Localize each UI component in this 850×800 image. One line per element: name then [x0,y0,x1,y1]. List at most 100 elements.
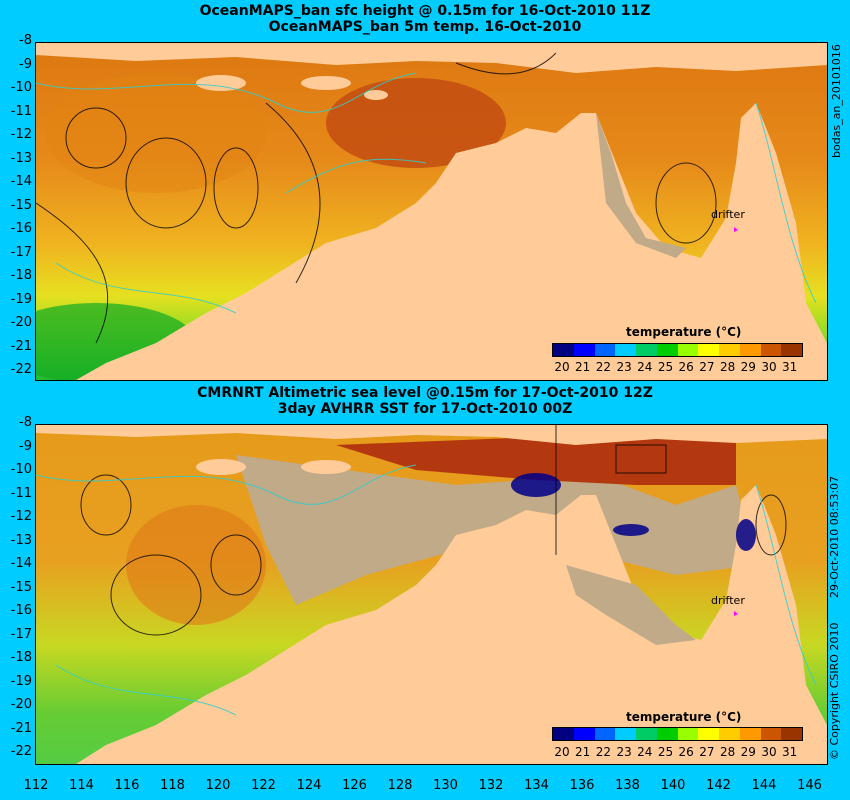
bottom-colorbar-tick: 25 [656,745,676,759]
bottom-y-tick: -20 [0,698,32,712]
top-y-tick: -12 [0,128,32,142]
top-colorbar-swatch [761,344,782,356]
top-colorbar-swatch [740,344,761,356]
top-colorbar-tick: 24 [635,360,655,374]
top-colorbar-tick: 29 [738,360,758,374]
top-colorbar-swatch [781,344,802,356]
bottom-colorbar-tick: 24 [635,745,655,759]
bottom-y-tick: -17 [0,628,32,642]
bottom-colorbar-swatch [657,728,678,740]
bottom-drifter-label: drifter [711,594,745,607]
bottom-y-tick: -14 [0,557,32,571]
bottom-y-tick: -12 [0,510,32,524]
top-side-label: bodas_an_20101016 [830,44,843,158]
x-tick: 116 [107,778,147,793]
bottom-colorbar-tick: 20 [552,745,572,759]
top-y-tick: -19 [0,293,32,307]
top-colorbar-tick: 26 [676,360,696,374]
top-y-tick: -21 [0,340,32,354]
top-y-tick: -8 [0,34,32,48]
bottom-title-line2: 3day AVHRR SST for 17-Oct-2010 00Z [0,401,850,417]
bottom-colorbar-swatch [553,728,574,740]
bottom-y-tick: -19 [0,675,32,689]
top-title-line2: OceanMAPS_ban 5m temp. 16-Oct-2010 [0,19,850,35]
top-drifter-label: drifter [711,208,745,221]
top-colorbar-swatch [615,344,636,356]
bottom-colorbar-tick: 23 [614,745,634,759]
x-tick: 130 [426,778,466,793]
bottom-colorbar [552,727,803,741]
top-colorbar-swatch [574,344,595,356]
top-y-tick: -22 [0,363,32,377]
x-tick: 140 [653,778,693,793]
top-colorbar-tick: 20 [552,360,572,374]
top-colorbar-swatch [698,344,719,356]
bottom-colorbar-swatch [761,728,782,740]
bottom-colorbar-tick: 27 [697,745,717,759]
top-colorbar-tick: 25 [656,360,676,374]
bottom-y-tick: -22 [0,745,32,759]
top-y-tick: -16 [0,222,32,236]
top-colorbar-tick: 28 [718,360,738,374]
bottom-colorbar-tick: 26 [676,745,696,759]
bottom-colorbar-swatch [615,728,636,740]
bottom-y-tick: -11 [0,487,32,501]
top-colorbar-tick: 30 [759,360,779,374]
bottom-colorbar-swatch [574,728,595,740]
top-y-tick: -13 [0,152,32,166]
top-colorbar-swatch [678,344,699,356]
x-tick: 114 [62,778,102,793]
x-tick: 146 [790,778,830,793]
x-tick: 138 [608,778,648,793]
x-tick: 124 [289,778,329,793]
top-colorbar-tick: 22 [593,360,613,374]
top-y-tick: -17 [0,246,32,260]
copyright-label: © Copyright CSIRO 2010 [828,623,841,760]
bottom-side-label: 29-Oct-2010 08:53:07 [828,476,841,598]
bottom-colorbar-tick: 21 [573,745,593,759]
bottom-colorbar-swatch [719,728,740,740]
x-tick: 112 [16,778,56,793]
bottom-y-tick: -13 [0,534,32,548]
bottom-colorbar-tick: 30 [759,745,779,759]
bottom-colorbar-swatch [595,728,616,740]
x-tick: 122 [244,778,284,793]
bottom-colorbar-tick: 28 [718,745,738,759]
bottom-y-tick: -8 [0,416,32,430]
top-y-tick: -15 [0,199,32,213]
x-tick: 136 [562,778,602,793]
top-y-tick: -18 [0,269,32,283]
x-tick: 118 [153,778,193,793]
top-colorbar-swatch [719,344,740,356]
x-tick: 126 [335,778,375,793]
top-colorbar [552,343,803,357]
bottom-colorbar-swatch [636,728,657,740]
top-y-tick: -11 [0,105,32,119]
bottom-colorbar-swatch [781,728,802,740]
bottom-colorbar-swatch [698,728,719,740]
x-tick: 132 [471,778,511,793]
top-colorbar-swatch [636,344,657,356]
top-colorbar-title: temperature (°C) [626,325,741,339]
x-tick: 144 [744,778,784,793]
top-y-tick: -10 [0,81,32,95]
top-y-tick: -14 [0,175,32,189]
top-colorbar-swatch [553,344,574,356]
x-tick: 134 [517,778,557,793]
bottom-colorbar-swatch [678,728,699,740]
top-colorbar-tick: 27 [697,360,717,374]
bottom-y-tick: -15 [0,581,32,595]
bottom-colorbar-tick: 22 [593,745,613,759]
bottom-colorbar-title: temperature (°C) [626,710,741,724]
top-colorbar-tick: 31 [780,360,800,374]
top-colorbar-tick: 23 [614,360,634,374]
x-tick: 120 [198,778,238,793]
bottom-colorbar-tick: 31 [780,745,800,759]
bottom-y-tick: -10 [0,463,32,477]
top-colorbar-tick: 21 [573,360,593,374]
top-colorbar-swatch [657,344,678,356]
bottom-colorbar-swatch [740,728,761,740]
top-title-line1: OceanMAPS_ban sfc height @ 0.15m for 16-… [0,3,850,19]
bottom-y-tick: -9 [0,440,32,454]
x-tick: 142 [699,778,739,793]
